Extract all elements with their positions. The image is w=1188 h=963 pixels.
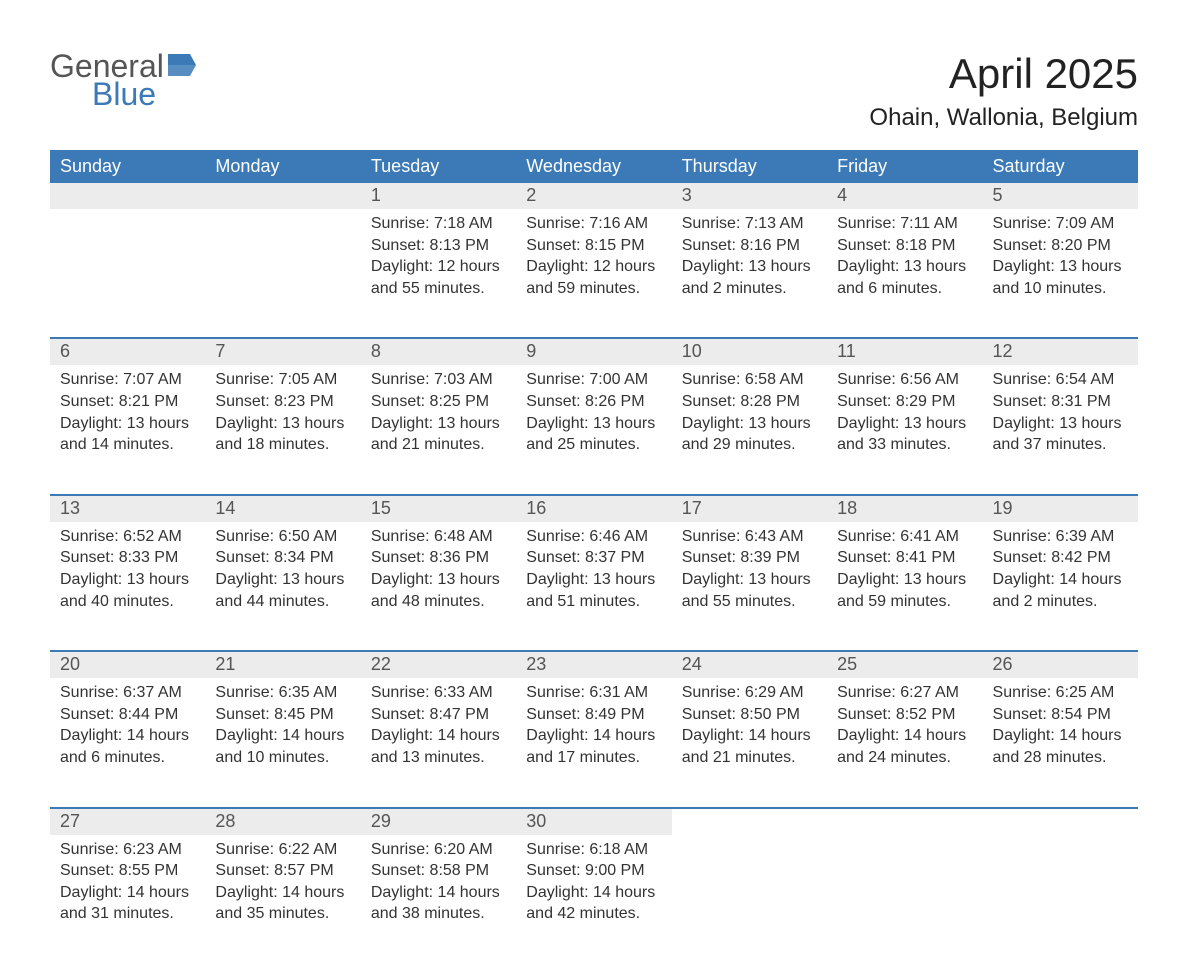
day-number-cell: 10 bbox=[672, 339, 827, 365]
day-content-cell: Sunrise: 6:18 AMSunset: 9:00 PMDaylight:… bbox=[516, 835, 671, 963]
day-content-cell: Sunrise: 7:00 AMSunset: 8:26 PMDaylight:… bbox=[516, 365, 671, 494]
day-number-cell: 27 bbox=[50, 809, 205, 835]
day-content-cell: Sunrise: 6:52 AMSunset: 8:33 PMDaylight:… bbox=[50, 522, 205, 651]
day-number-cell: 28 bbox=[205, 809, 360, 835]
day-content-cell: Sunrise: 6:46 AMSunset: 8:37 PMDaylight:… bbox=[516, 522, 671, 651]
day-number-cell: 14 bbox=[205, 496, 360, 522]
day-content-cell: Sunrise: 7:16 AMSunset: 8:15 PMDaylight:… bbox=[516, 209, 671, 338]
day-number-cell: 7 bbox=[205, 339, 360, 365]
day-content-cell: Sunrise: 6:56 AMSunset: 8:29 PMDaylight:… bbox=[827, 365, 982, 494]
day-content-cell: Sunrise: 6:37 AMSunset: 8:44 PMDaylight:… bbox=[50, 678, 205, 807]
day-number-cell: 13 bbox=[50, 496, 205, 522]
day-number-cell bbox=[827, 809, 982, 835]
logo-word-blue: Blue bbox=[92, 78, 164, 110]
day-number-cell: 2 bbox=[516, 183, 671, 209]
calendar-header: SundayMondayTuesdayWednesdayThursdayFrid… bbox=[50, 150, 1138, 183]
day-content-cell: Sunrise: 6:20 AMSunset: 8:58 PMDaylight:… bbox=[361, 835, 516, 963]
month-title: April 2025 bbox=[869, 50, 1138, 98]
day-number-cell: 21 bbox=[205, 652, 360, 678]
logo-flag-icon bbox=[168, 54, 196, 76]
day-number-cell: 4 bbox=[827, 183, 982, 209]
weekday-header: Saturday bbox=[983, 150, 1138, 183]
weekday-header: Thursday bbox=[672, 150, 827, 183]
day-number-cell: 15 bbox=[361, 496, 516, 522]
day-content-cell: Sunrise: 6:23 AMSunset: 8:55 PMDaylight:… bbox=[50, 835, 205, 963]
day-number-cell: 25 bbox=[827, 652, 982, 678]
day-content-cell: Sunrise: 6:33 AMSunset: 8:47 PMDaylight:… bbox=[361, 678, 516, 807]
logo-text-block: General Blue bbox=[50, 50, 164, 110]
day-content-cell: Sunrise: 6:22 AMSunset: 8:57 PMDaylight:… bbox=[205, 835, 360, 963]
day-content-cell: Sunrise: 6:31 AMSunset: 8:49 PMDaylight:… bbox=[516, 678, 671, 807]
day-content-cell: Sunrise: 6:25 AMSunset: 8:54 PMDaylight:… bbox=[983, 678, 1138, 807]
day-number-cell: 16 bbox=[516, 496, 671, 522]
day-number-cell: 26 bbox=[983, 652, 1138, 678]
day-number-cell: 11 bbox=[827, 339, 982, 365]
day-number-cell bbox=[672, 809, 827, 835]
day-content-cell bbox=[672, 835, 827, 963]
weekday-header: Wednesday bbox=[516, 150, 671, 183]
day-number-cell: 12 bbox=[983, 339, 1138, 365]
day-content-cell: Sunrise: 6:39 AMSunset: 8:42 PMDaylight:… bbox=[983, 522, 1138, 651]
day-content-cell: Sunrise: 7:18 AMSunset: 8:13 PMDaylight:… bbox=[361, 209, 516, 338]
day-number-cell: 8 bbox=[361, 339, 516, 365]
day-content-cell: Sunrise: 6:29 AMSunset: 8:50 PMDaylight:… bbox=[672, 678, 827, 807]
day-number-cell: 23 bbox=[516, 652, 671, 678]
weekday-header: Friday bbox=[827, 150, 982, 183]
day-number-cell bbox=[50, 183, 205, 209]
day-content-cell: Sunrise: 6:58 AMSunset: 8:28 PMDaylight:… bbox=[672, 365, 827, 494]
logo: General Blue bbox=[50, 50, 196, 110]
day-content-cell bbox=[50, 209, 205, 338]
day-number-cell bbox=[983, 809, 1138, 835]
day-number-cell: 1 bbox=[361, 183, 516, 209]
weekday-header: Sunday bbox=[50, 150, 205, 183]
day-number-cell: 22 bbox=[361, 652, 516, 678]
day-content-cell bbox=[205, 209, 360, 338]
weekday-header: Monday bbox=[205, 150, 360, 183]
day-number-cell: 9 bbox=[516, 339, 671, 365]
calendar-table: SundayMondayTuesdayWednesdayThursdayFrid… bbox=[50, 150, 1138, 963]
day-content-cell: Sunrise: 7:05 AMSunset: 8:23 PMDaylight:… bbox=[205, 365, 360, 494]
day-content-cell: Sunrise: 6:27 AMSunset: 8:52 PMDaylight:… bbox=[827, 678, 982, 807]
day-number-cell: 5 bbox=[983, 183, 1138, 209]
location-subtitle: Ohain, Wallonia, Belgium bbox=[869, 104, 1138, 132]
day-number-cell: 17 bbox=[672, 496, 827, 522]
weekday-header: Tuesday bbox=[361, 150, 516, 183]
day-content-cell: Sunrise: 7:07 AMSunset: 8:21 PMDaylight:… bbox=[50, 365, 205, 494]
title-block: April 2025 Ohain, Wallonia, Belgium bbox=[869, 50, 1138, 132]
day-number-cell: 3 bbox=[672, 183, 827, 209]
day-content-cell: Sunrise: 6:50 AMSunset: 8:34 PMDaylight:… bbox=[205, 522, 360, 651]
day-number-cell: 20 bbox=[50, 652, 205, 678]
day-number-cell: 18 bbox=[827, 496, 982, 522]
day-number-cell: 30 bbox=[516, 809, 671, 835]
day-content-cell: Sunrise: 6:48 AMSunset: 8:36 PMDaylight:… bbox=[361, 522, 516, 651]
day-content-cell bbox=[827, 835, 982, 963]
day-number-cell: 29 bbox=[361, 809, 516, 835]
day-number-cell: 6 bbox=[50, 339, 205, 365]
day-number-cell bbox=[205, 183, 360, 209]
day-content-cell: Sunrise: 6:35 AMSunset: 8:45 PMDaylight:… bbox=[205, 678, 360, 807]
day-number-cell: 24 bbox=[672, 652, 827, 678]
day-content-cell: Sunrise: 6:41 AMSunset: 8:41 PMDaylight:… bbox=[827, 522, 982, 651]
header-row: General Blue April 2025 Ohain, Wallonia,… bbox=[50, 50, 1138, 132]
day-content-cell: Sunrise: 6:54 AMSunset: 8:31 PMDaylight:… bbox=[983, 365, 1138, 494]
day-content-cell: Sunrise: 7:09 AMSunset: 8:20 PMDaylight:… bbox=[983, 209, 1138, 338]
day-content-cell: Sunrise: 7:13 AMSunset: 8:16 PMDaylight:… bbox=[672, 209, 827, 338]
day-number-cell: 19 bbox=[983, 496, 1138, 522]
day-content-cell: Sunrise: 6:43 AMSunset: 8:39 PMDaylight:… bbox=[672, 522, 827, 651]
calendar-body: 12345Sunrise: 7:18 AMSunset: 8:13 PMDayl… bbox=[50, 183, 1138, 963]
day-content-cell: Sunrise: 7:11 AMSunset: 8:18 PMDaylight:… bbox=[827, 209, 982, 338]
day-content-cell bbox=[983, 835, 1138, 963]
day-content-cell: Sunrise: 7:03 AMSunset: 8:25 PMDaylight:… bbox=[361, 365, 516, 494]
